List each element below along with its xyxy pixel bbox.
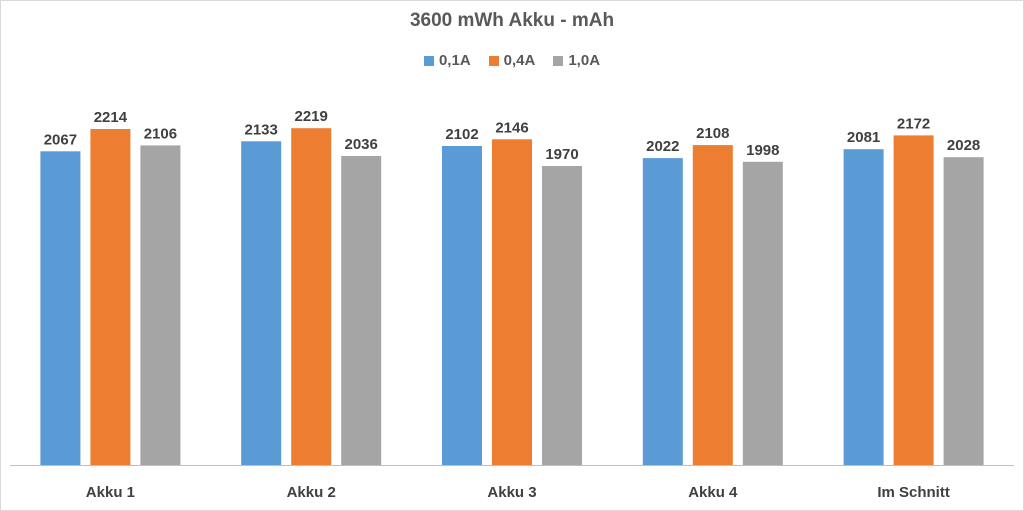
bar-3-series-2 [492, 139, 532, 466]
data-label-1-series-2: 2214 [94, 109, 128, 126]
legend-item-series-3: 1,0A [553, 52, 600, 69]
bar-3-series-1 [442, 146, 482, 465]
category-label-5: Im Schnitt [877, 484, 950, 501]
data-label-1-series-3: 2106 [144, 125, 177, 142]
legend-label-series-1: 0,1A [438, 52, 471, 69]
legend-item-series-2: 0,4A [488, 52, 536, 69]
data-label-2-series-1: 2133 [245, 121, 278, 138]
data-label-1-series-1: 2067 [44, 131, 77, 148]
data-label-4-series-1: 2022 [646, 138, 679, 155]
data-label-3-series-1: 2102 [445, 126, 478, 143]
bar-1-series-2 [90, 129, 131, 465]
data-label-5-series-2: 2172 [897, 115, 930, 132]
bar-4-series-2 [692, 145, 733, 465]
bar-1-series-1 [40, 151, 81, 466]
category-label-3: Akku 3 [487, 484, 536, 501]
category-label-4: Akku 4 [688, 484, 738, 501]
bar-3-series-3 [542, 166, 582, 465]
chart-title: 3600 mWh Akku - mAh [409, 10, 615, 31]
legend-swatch-series-3 [553, 55, 564, 66]
chart-legend: 0,1A 0,4A 1,0A [0, 52, 1024, 69]
category-label-2: Akku 2 [287, 484, 336, 501]
bar-2-series-3 [341, 156, 382, 465]
bar-4-series-1 [642, 158, 683, 465]
legend-swatch-series-1 [423, 55, 434, 66]
data-label-4-series-3: 1998 [746, 142, 779, 159]
legend-label-series-3: 1,0A [568, 52, 601, 69]
data-label-5-series-1: 2081 [847, 129, 880, 146]
bar-2-series-1 [241, 141, 282, 466]
legend-swatch-series-2 [488, 55, 499, 66]
data-label-3-series-3: 1970 [545, 146, 578, 163]
data-label-2-series-2: 2219 [295, 108, 328, 125]
bar-5-series-1 [843, 149, 884, 465]
bar-2-series-2 [291, 128, 332, 465]
legend-item-series-1: 0,1A [423, 52, 471, 69]
data-label-3-series-2: 2146 [495, 119, 528, 136]
bar-5-series-3 [943, 157, 984, 465]
category-label-1: Akku 1 [86, 484, 135, 501]
data-label-2-series-3: 2036 [345, 136, 378, 153]
bar-1-series-3 [140, 145, 181, 465]
legend-label-series-2: 0,4A [503, 52, 536, 69]
data-label-4-series-2: 2108 [696, 125, 729, 142]
bar-4-series-3 [742, 161, 783, 466]
bar-5-series-2 [893, 135, 934, 465]
data-label-5-series-3: 2028 [947, 137, 980, 154]
